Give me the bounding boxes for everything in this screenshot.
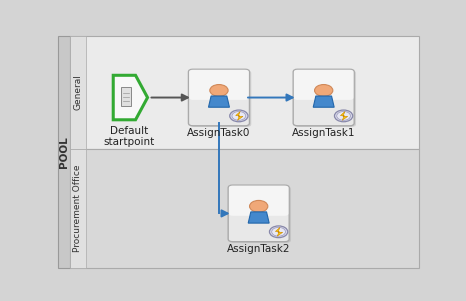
Polygon shape: [275, 227, 283, 236]
Polygon shape: [248, 212, 269, 223]
Circle shape: [335, 110, 353, 122]
Bar: [121, 87, 131, 106]
Polygon shape: [313, 96, 334, 107]
Text: POOL: POOL: [59, 136, 69, 168]
FancyBboxPatch shape: [188, 69, 249, 126]
Circle shape: [250, 200, 268, 212]
Bar: [70, 36, 86, 148]
FancyBboxPatch shape: [229, 186, 288, 216]
Circle shape: [210, 85, 228, 96]
Bar: [70, 148, 419, 268]
Text: General: General: [74, 74, 82, 110]
Bar: [70, 148, 86, 268]
Text: AssignTask0: AssignTask0: [187, 128, 251, 138]
FancyBboxPatch shape: [189, 70, 249, 100]
Circle shape: [337, 111, 350, 120]
Polygon shape: [340, 111, 348, 120]
Polygon shape: [236, 111, 243, 120]
Circle shape: [230, 110, 248, 122]
Text: Default
startpoint: Default startpoint: [103, 126, 154, 147]
Text: AssignTask1: AssignTask1: [292, 128, 356, 138]
FancyBboxPatch shape: [295, 70, 356, 127]
Circle shape: [269, 226, 288, 238]
Bar: [70, 36, 419, 148]
Circle shape: [232, 111, 246, 120]
FancyBboxPatch shape: [293, 69, 354, 126]
FancyBboxPatch shape: [190, 70, 251, 127]
Circle shape: [272, 227, 286, 236]
Text: AssignTask2: AssignTask2: [227, 244, 290, 254]
FancyBboxPatch shape: [230, 186, 291, 243]
Polygon shape: [208, 96, 229, 107]
Circle shape: [315, 85, 333, 96]
Bar: [58, 36, 70, 268]
FancyBboxPatch shape: [228, 185, 289, 242]
Polygon shape: [113, 75, 148, 120]
FancyBboxPatch shape: [294, 70, 354, 100]
Text: Procurement Office: Procurement Office: [74, 164, 82, 252]
